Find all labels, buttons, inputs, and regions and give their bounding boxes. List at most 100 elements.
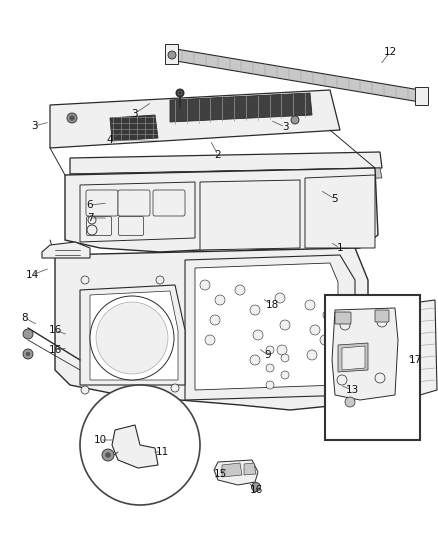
Circle shape	[87, 225, 97, 235]
Circle shape	[23, 329, 33, 339]
Text: 11: 11	[155, 447, 169, 457]
FancyBboxPatch shape	[375, 310, 389, 322]
Circle shape	[67, 113, 77, 123]
Circle shape	[70, 116, 74, 120]
Polygon shape	[195, 263, 338, 390]
Polygon shape	[338, 343, 368, 372]
FancyBboxPatch shape	[325, 295, 420, 440]
Polygon shape	[55, 248, 368, 410]
Text: 16: 16	[48, 325, 62, 335]
Circle shape	[266, 381, 274, 389]
Polygon shape	[244, 463, 256, 475]
Polygon shape	[185, 255, 355, 400]
FancyBboxPatch shape	[119, 216, 144, 236]
Polygon shape	[42, 242, 90, 258]
Text: 6: 6	[87, 200, 93, 210]
Circle shape	[26, 352, 30, 356]
Polygon shape	[65, 168, 378, 252]
Text: 3: 3	[131, 109, 137, 119]
Text: 10: 10	[93, 435, 106, 445]
Circle shape	[176, 89, 184, 97]
Polygon shape	[332, 308, 398, 400]
Text: 15: 15	[213, 469, 226, 479]
FancyBboxPatch shape	[86, 216, 112, 236]
Polygon shape	[80, 182, 195, 242]
Circle shape	[96, 302, 168, 374]
Polygon shape	[70, 168, 382, 184]
Polygon shape	[305, 175, 375, 248]
Polygon shape	[415, 87, 428, 105]
Circle shape	[291, 116, 299, 124]
Polygon shape	[170, 93, 312, 122]
Text: 5: 5	[332, 194, 338, 204]
Polygon shape	[415, 300, 437, 395]
Circle shape	[205, 335, 215, 345]
FancyBboxPatch shape	[153, 190, 185, 216]
Text: 13: 13	[346, 385, 359, 395]
Circle shape	[377, 317, 387, 327]
FancyBboxPatch shape	[335, 312, 351, 324]
Circle shape	[23, 349, 33, 359]
Text: 9: 9	[265, 350, 271, 360]
Text: 18: 18	[265, 300, 279, 310]
Text: 17: 17	[408, 355, 422, 365]
Circle shape	[277, 345, 287, 355]
Circle shape	[310, 325, 320, 335]
Circle shape	[106, 453, 110, 457]
Polygon shape	[50, 90, 340, 148]
Circle shape	[171, 384, 179, 392]
Circle shape	[81, 386, 89, 394]
Circle shape	[345, 397, 355, 407]
Circle shape	[215, 295, 225, 305]
Circle shape	[340, 320, 350, 330]
Text: 8: 8	[22, 313, 28, 323]
Polygon shape	[70, 152, 382, 174]
Circle shape	[266, 364, 274, 372]
Circle shape	[81, 276, 89, 284]
Circle shape	[280, 320, 290, 330]
Circle shape	[266, 346, 274, 354]
Polygon shape	[170, 48, 420, 102]
Circle shape	[90, 296, 174, 380]
FancyBboxPatch shape	[118, 190, 150, 216]
Text: 4: 4	[107, 135, 113, 145]
Polygon shape	[165, 44, 178, 64]
Circle shape	[102, 449, 114, 461]
Text: 16: 16	[48, 345, 62, 355]
Polygon shape	[342, 346, 365, 370]
Circle shape	[320, 335, 330, 345]
Circle shape	[307, 350, 317, 360]
Circle shape	[210, 315, 220, 325]
Text: 3: 3	[31, 121, 37, 131]
Text: 7: 7	[87, 213, 93, 223]
Circle shape	[305, 300, 315, 310]
Text: 1: 1	[337, 243, 343, 253]
Circle shape	[178, 91, 182, 95]
Circle shape	[88, 216, 96, 224]
Circle shape	[375, 373, 385, 383]
Circle shape	[80, 385, 200, 505]
Circle shape	[250, 355, 260, 365]
Polygon shape	[214, 460, 258, 485]
Circle shape	[250, 305, 260, 315]
Circle shape	[253, 330, 263, 340]
Circle shape	[156, 276, 164, 284]
Text: 12: 12	[383, 47, 397, 57]
Circle shape	[168, 51, 176, 59]
Text: 14: 14	[25, 270, 39, 280]
Circle shape	[281, 371, 289, 379]
Text: 2: 2	[215, 150, 221, 160]
Circle shape	[251, 482, 261, 491]
Polygon shape	[110, 115, 158, 141]
Circle shape	[323, 310, 333, 320]
Text: 3: 3	[282, 122, 288, 132]
Circle shape	[281, 354, 289, 362]
Circle shape	[275, 293, 285, 303]
FancyBboxPatch shape	[86, 190, 118, 216]
Polygon shape	[80, 285, 185, 385]
Polygon shape	[112, 425, 158, 468]
Text: 16: 16	[249, 485, 263, 495]
Circle shape	[235, 285, 245, 295]
Circle shape	[337, 375, 347, 385]
Polygon shape	[200, 180, 300, 250]
